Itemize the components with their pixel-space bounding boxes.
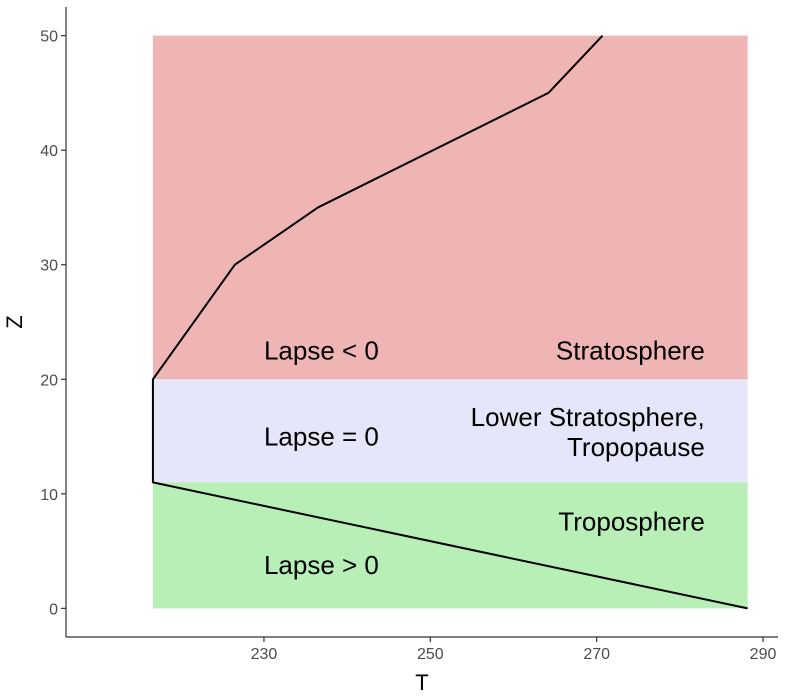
series-layer: [151, 34, 748, 610]
region-tropopause: [152, 379, 748, 483]
region-stratosphere: [152, 35, 748, 380]
annotation-line: Troposphere: [558, 506, 704, 536]
annotation-line: Lapse > 0: [264, 550, 379, 580]
x-tick-label: 250: [417, 646, 444, 663]
x-axis-title: T: [415, 670, 428, 695]
x-tick-label: 270: [583, 646, 610, 663]
annotation-lower-stratosphere: Lower Stratosphere, Tropopause: [471, 402, 705, 462]
y-tick-label: 0: [49, 601, 58, 618]
y-axis-title: Z: [2, 315, 27, 328]
annotation-lapse-neg: Lapse < 0: [264, 336, 379, 366]
y-tick-label: 50: [40, 29, 58, 46]
x-tick-label: 290: [750, 646, 777, 663]
annotation-lapse-pos: Lapse > 0: [264, 550, 379, 580]
annotation-line: Tropopause: [567, 432, 705, 462]
annotation-stratosphere: Stratosphere: [556, 336, 705, 366]
x-tick-label: 230: [251, 646, 278, 663]
y-tick-label: 40: [40, 143, 58, 160]
annotation-line: Lapse = 0: [264, 422, 379, 452]
annotation-layer: Lapse < 0 Lapse = 0 Lapse > 0 Stratosphere L…: [264, 336, 705, 580]
annotation-line: Stratosphere: [556, 336, 705, 366]
y-tick-label: 10: [40, 487, 58, 504]
annotation-troposphere: Troposphere: [558, 506, 704, 536]
y-tick-label: 30: [40, 258, 58, 275]
temperature-profile-line: [151, 34, 748, 610]
regions-layer: [152, 35, 748, 609]
y-tick-label: 20: [40, 372, 58, 389]
axes-layer: 230 250 270 290 0 10 20 30 40 50: [40, 7, 778, 663]
annotation-lapse-zero: Lapse = 0: [264, 422, 379, 452]
annotation-line: Lower Stratosphere,: [471, 402, 705, 432]
annotation-line: Lapse < 0: [264, 336, 379, 366]
